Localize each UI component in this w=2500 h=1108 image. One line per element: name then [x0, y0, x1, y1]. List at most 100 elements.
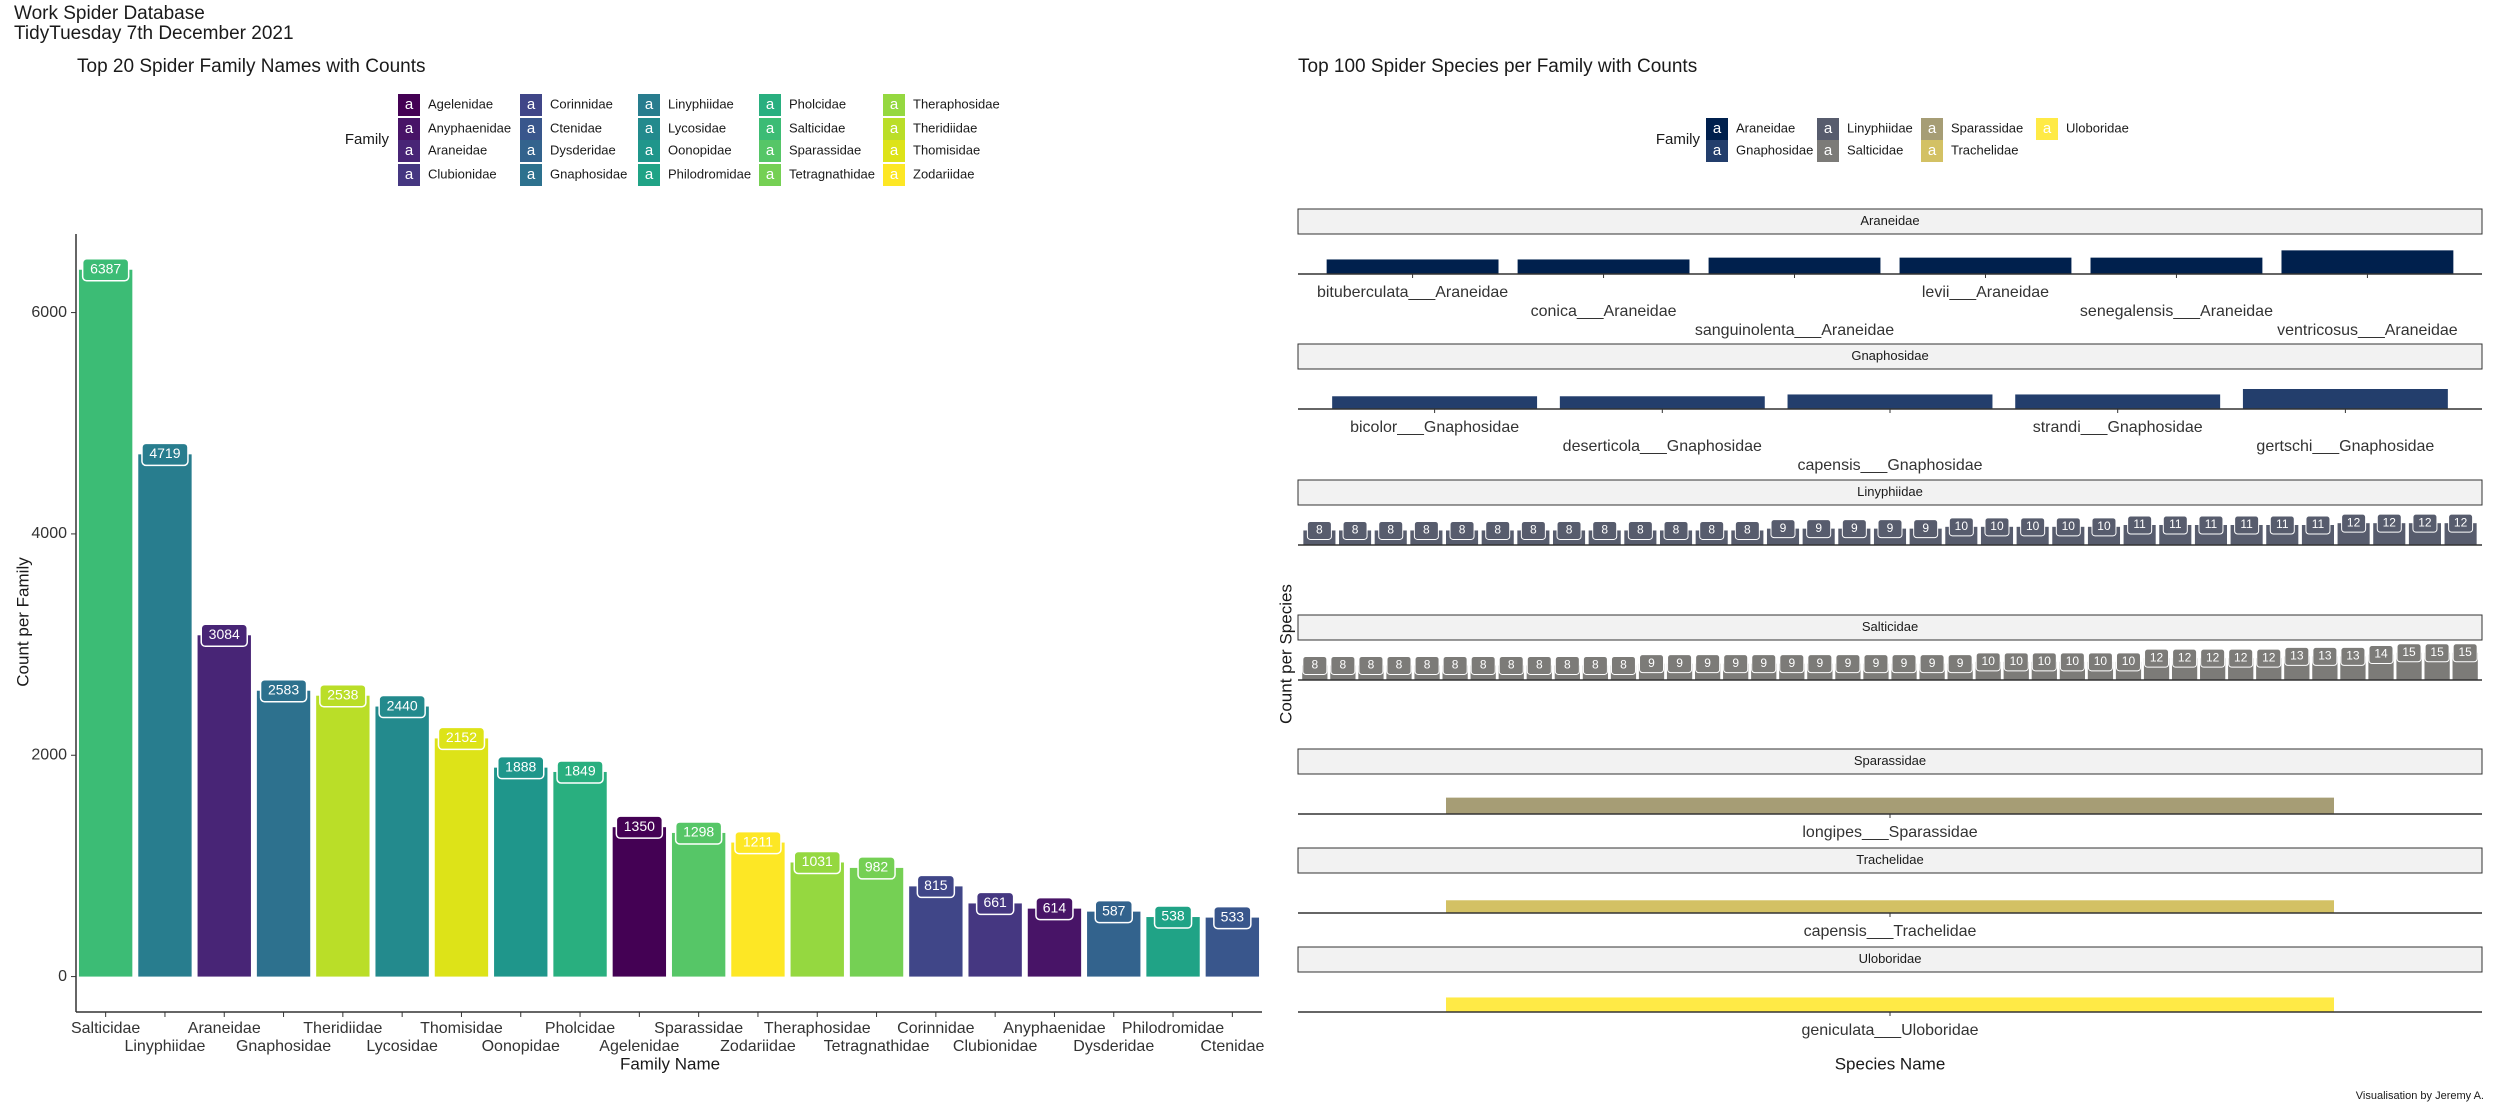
facet-strip — [1297, 847, 2483, 874]
legend-key — [638, 118, 660, 140]
value-label: 15 — [2402, 645, 2416, 659]
value-label-box — [1627, 520, 1653, 540]
value-label-box — [2055, 517, 2081, 537]
facet-strip — [1297, 946, 2483, 973]
bar — [1446, 900, 2334, 913]
value-label-box — [1779, 654, 1805, 674]
value-label-box — [2256, 648, 2282, 668]
legend-label: Oonopidae — [668, 142, 732, 157]
legend-key — [520, 140, 542, 162]
value-label-box — [1386, 655, 1412, 675]
value-label-box — [1442, 655, 1468, 675]
value-label-box — [1863, 654, 1889, 674]
legend-label: Salticidae — [789, 120, 845, 135]
bar — [671, 832, 726, 977]
value-label: 8 — [1673, 523, 1680, 537]
bar — [1326, 259, 1499, 274]
x-tick-label: Araneidae — [188, 1020, 261, 1037]
legend-key-text: a — [1824, 120, 1833, 137]
value-label-box — [1153, 905, 1193, 929]
y-tick-label: 0 — [58, 968, 67, 985]
legend-key — [2036, 118, 2058, 140]
value-label: 10 — [2097, 519, 2111, 533]
value-label: 9 — [1851, 521, 1858, 535]
legend-key — [1921, 140, 1943, 162]
value-label: 10 — [2010, 654, 2024, 668]
value-label-box — [1342, 520, 1368, 540]
value-label: 8 — [1352, 523, 1359, 537]
value-label-box — [2340, 646, 2366, 666]
legend-label: Linyphiidae — [668, 96, 734, 111]
value-label-box — [1948, 517, 1974, 537]
value-label: 9 — [1929, 656, 1936, 670]
legend-label: Araneidae — [428, 142, 487, 157]
value-label-box — [1913, 519, 1939, 539]
legend-key — [1706, 118, 1728, 140]
value-label-box — [2115, 652, 2141, 672]
x-tick-label: Zodariidae — [720, 1038, 796, 1055]
value-label: 8 — [1368, 658, 1375, 672]
value-label: 10 — [2122, 654, 2136, 668]
x-axis-title: Species Name — [1835, 1054, 1946, 1073]
bar — [968, 903, 1022, 977]
legend-key-text: a — [645, 142, 654, 159]
legend-label: Gnaphosidae — [550, 166, 627, 181]
bar — [2090, 257, 2263, 274]
value-label: 10 — [2026, 519, 2040, 533]
bar — [1708, 257, 1881, 274]
value-label-box — [319, 683, 367, 708]
legend-key-text: a — [405, 142, 414, 159]
legend-key — [398, 164, 420, 186]
bar — [1446, 997, 2334, 1012]
y-tick-label: 2000 — [31, 746, 67, 763]
value-label-box — [1841, 519, 1867, 539]
value-label-box — [2424, 643, 2450, 663]
value-label: 8 — [1566, 523, 1573, 537]
value-label-box — [734, 830, 782, 855]
value-label-box — [1449, 520, 1475, 540]
value-label-box — [1770, 519, 1796, 539]
legend-key-text: a — [1928, 142, 1937, 159]
legend-key-text: a — [527, 120, 536, 137]
facet-strip-label: Linyphiidae — [1857, 484, 1923, 499]
value-label: 2583 — [268, 681, 299, 697]
bar — [138, 454, 192, 977]
facet-strip-label: Araneidae — [1860, 213, 1919, 228]
value-label-box — [1094, 899, 1133, 924]
value-label-box — [2087, 652, 2113, 672]
value-label: 9 — [1901, 656, 1908, 670]
legend-label: Agelenidae — [428, 96, 493, 111]
bar — [2015, 394, 2221, 409]
legend-key — [520, 118, 542, 140]
legend-key — [883, 164, 905, 186]
value-label-box — [81, 257, 130, 282]
value-label: 9 — [1732, 656, 1739, 670]
bar — [2242, 389, 2448, 409]
legend-key-text: a — [527, 96, 536, 113]
value-label: 8 — [1708, 523, 1715, 537]
value-label: 9 — [1873, 656, 1880, 670]
value-label-box — [2396, 643, 2422, 663]
value-label-box — [1663, 520, 1689, 540]
value-label: 10 — [2094, 654, 2108, 668]
legend-key — [638, 164, 660, 186]
value-label: 8 — [1744, 523, 1751, 537]
legend-key-text: a — [1824, 142, 1833, 159]
bar — [849, 867, 904, 977]
value-label: 12 — [2347, 515, 2361, 529]
legend-key-text: a — [2043, 120, 2052, 137]
legend-label: Uloboridae — [2066, 120, 2129, 135]
legend-label: Salticidae — [1847, 142, 1903, 157]
bar — [494, 767, 548, 977]
value-label-box — [1485, 520, 1511, 540]
legend-key-text: a — [405, 96, 414, 113]
x-tick-label: Tetragnathidae — [824, 1038, 930, 1055]
x-tick-label: Theraphosidae — [764, 1020, 871, 1037]
bar — [256, 690, 311, 977]
bar — [2281, 250, 2454, 274]
value-label-box — [2144, 648, 2170, 668]
legend-label: Pholcidae — [789, 96, 846, 111]
value-label: 533 — [1221, 908, 1245, 924]
value-label-box — [1306, 520, 1332, 540]
value-label: 10 — [2066, 654, 2080, 668]
